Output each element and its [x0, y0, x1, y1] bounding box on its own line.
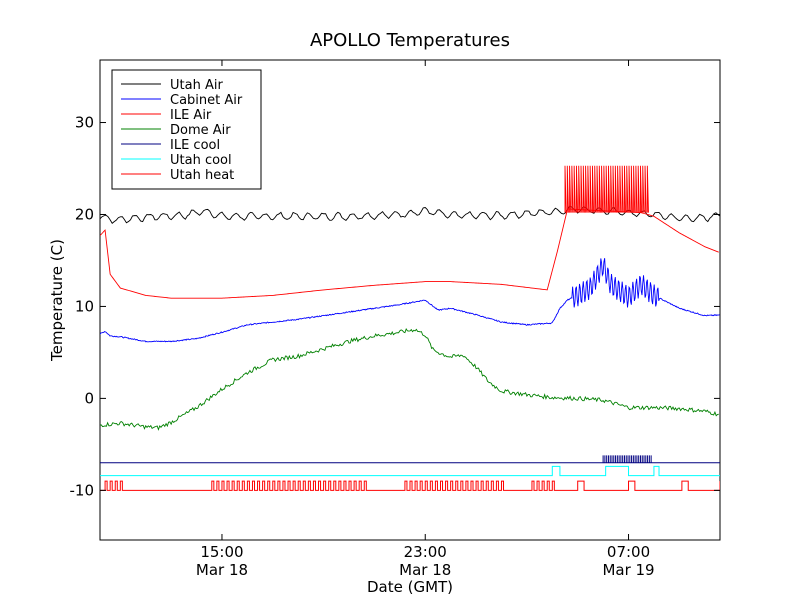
y-tick-label: 10	[75, 297, 94, 315]
x-tick-date-label: Mar 19	[602, 561, 654, 579]
legend-label-utah-heat: Utah heat	[170, 168, 234, 183]
series-layer	[100, 165, 720, 491]
x-tick-label: 23:00	[404, 543, 447, 561]
utah-heat-line	[100, 480, 720, 491]
cabinet-air-line	[100, 258, 720, 343]
y-tick-label: 30	[75, 114, 94, 132]
legend-label-ile-air: ILE Air	[170, 108, 212, 123]
y-tick-label: 20	[75, 205, 94, 223]
ile-air-heater-burst	[564, 165, 649, 213]
x-tick-label: 07:00	[607, 543, 650, 561]
legend-label-utah-air: Utah Air	[170, 78, 223, 93]
x-tick-date-label: Mar 18	[196, 561, 248, 579]
y-tick-label: 0	[84, 389, 94, 407]
legend-label-utah-cool: Utah cool	[170, 153, 232, 168]
x-tick-date-label: Mar 18	[399, 561, 451, 579]
legend-label-ile-cool: ILE cool	[170, 138, 220, 153]
utah-cool-line	[100, 465, 720, 477]
dome-air-line	[100, 328, 719, 431]
ile-cool-line	[100, 455, 720, 464]
x-tick-label: 15:00	[200, 543, 243, 561]
legend-label-dome-air: Dome Air	[170, 123, 231, 138]
x-axis-title: Date (GMT)	[367, 578, 453, 596]
y-tick-label: -10	[70, 481, 95, 499]
y-axis-title: Temperature (C)	[48, 239, 66, 362]
legend-label-cabinet-air: Cabinet Air	[170, 93, 243, 108]
chart-title: APOLLO Temperatures	[310, 30, 510, 51]
